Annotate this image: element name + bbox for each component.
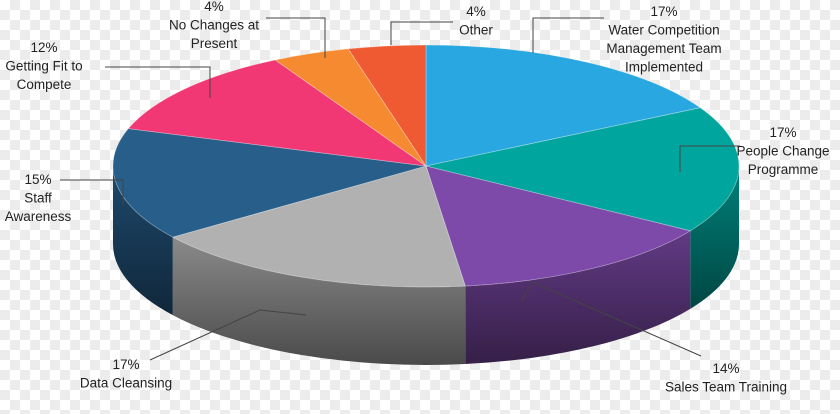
slice-label: 14% Sales Team Training (665, 361, 787, 395)
pie-sides (113, 166, 739, 365)
slice-data-cleansing (171, 165, 466, 288)
leader-line (679, 145, 740, 172)
slice-water-competition-management-team-implemented (425, 44, 702, 167)
leader-line (520, 281, 702, 357)
leader-line (105, 66, 211, 98)
leader-line (149, 309, 307, 361)
leader-line (532, 17, 604, 53)
slice-side (690, 166, 739, 309)
slice-side (113, 166, 173, 316)
slice-people-change-programme (425, 107, 740, 232)
slice-label: 17% Water Competition Management Team Imple… (606, 4, 721, 75)
slice-label: 12% Getting Fit to Compete (5, 40, 82, 92)
slice-label: 17% Data Cleansing (80, 357, 172, 391)
leader-line (266, 17, 326, 58)
leader-line (60, 179, 124, 205)
slice-other (347, 44, 427, 168)
pie-slices (112, 44, 740, 288)
slice-label: 4% No Changes at Present (169, 0, 259, 51)
slice-label: 17% People Change Programme (736, 125, 829, 177)
slice-labels: 17% Water Competition Management Team Imple… (5, 0, 830, 395)
slice-staff-awareness (112, 128, 427, 238)
slice-side (465, 230, 691, 365)
slice-label: 4% Other (459, 4, 493, 38)
slice-sales-team-training (425, 165, 692, 287)
leader-lines (60, 17, 740, 361)
slice-side (172, 237, 466, 365)
slice-label: 15% Staff Awareness (5, 172, 72, 224)
slice-getting-fit-to-compete (127, 59, 427, 167)
leader-line (390, 21, 453, 45)
slice-no-changes-at-present (274, 48, 427, 167)
